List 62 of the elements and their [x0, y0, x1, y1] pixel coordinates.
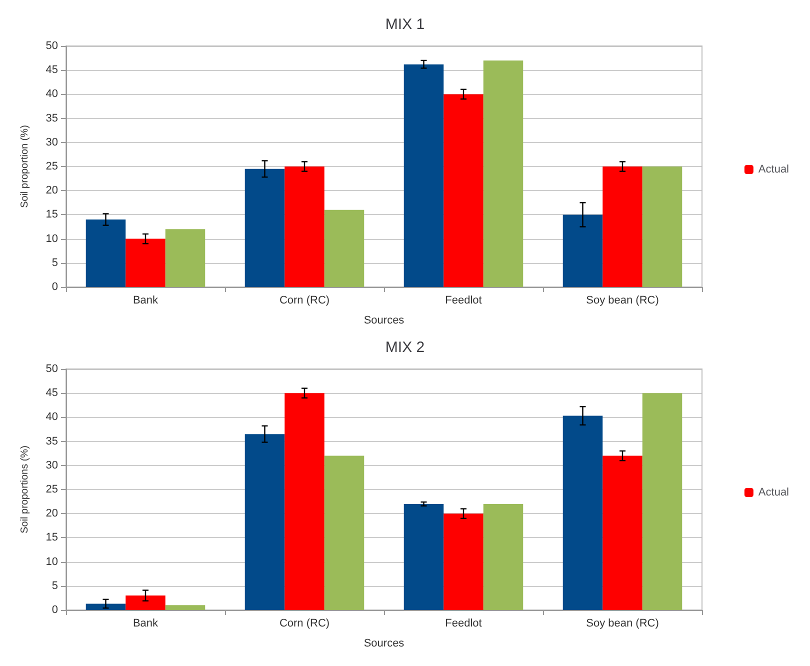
- y-tick-label: 20: [46, 508, 58, 520]
- y-tick-label: 40: [46, 88, 58, 100]
- x-tick-label: Corn (RC): [279, 294, 330, 306]
- y-tick-label: 45: [46, 64, 58, 76]
- x-tick-label: Soy bean (RC): [586, 618, 659, 630]
- y-tick-label: 15: [46, 208, 58, 221]
- y-tick-label: 20: [46, 184, 58, 197]
- y-tick-label: 30: [46, 459, 58, 472]
- y-tick-label: 10: [46, 232, 58, 245]
- y-tick-label: 50: [46, 40, 58, 52]
- bar: [483, 60, 524, 287]
- bar: [244, 168, 285, 287]
- bar: [284, 393, 324, 610]
- y-tick-label: 45: [46, 387, 58, 400]
- y-tick-label: 25: [46, 484, 58, 496]
- bar: [244, 434, 285, 610]
- y-tick-label: 15: [46, 532, 58, 544]
- bar: [562, 214, 603, 287]
- y-tick-label: 0: [52, 604, 58, 616]
- x-tick-label: Feedlot: [445, 618, 482, 630]
- bar: [444, 94, 484, 287]
- y-tick-label: 35: [46, 112, 58, 124]
- x-axis-title: Sources: [364, 638, 405, 650]
- x-tick-label: Feedlot: [445, 294, 482, 306]
- y-tick-label: 0: [52, 281, 58, 293]
- bar: [284, 166, 324, 287]
- bar: [126, 596, 166, 610]
- legend-label: Actual: [758, 164, 790, 176]
- bar: [165, 229, 206, 287]
- x-axis-title: Sources: [364, 314, 405, 326]
- chart-title: MIX 2: [385, 339, 425, 356]
- y-tick-label: 5: [52, 580, 58, 592]
- bar: [444, 514, 484, 610]
- y-axis-title: Soil proportion (%): [20, 125, 30, 208]
- x-tick-label: Soy bean (RC): [586, 294, 659, 306]
- y-tick-label: 5: [52, 256, 58, 269]
- chart-title: MIX 1: [385, 16, 425, 33]
- x-tick-label: Bank: [132, 294, 159, 306]
- y-tick-label: 50: [46, 363, 58, 375]
- legend-label: Actual: [758, 486, 790, 498]
- bar: [404, 64, 444, 287]
- bar: [86, 604, 126, 610]
- bar: [165, 605, 206, 610]
- bar: [86, 220, 126, 287]
- y-tick-label: 30: [46, 136, 58, 148]
- bar: [404, 504, 444, 610]
- y-tick-label: 40: [46, 411, 58, 424]
- bar: [642, 393, 682, 610]
- bar: [602, 456, 642, 610]
- bar: [483, 504, 524, 610]
- bar: [126, 238, 166, 287]
- x-tick-label: Bank: [132, 618, 159, 630]
- y-tick-label: 35: [46, 435, 58, 448]
- y-tick-label: 10: [46, 556, 58, 568]
- bar: [562, 416, 603, 610]
- y-tick-label: 25: [46, 160, 58, 172]
- bar: [324, 210, 364, 287]
- bar: [642, 166, 682, 287]
- y-axis-title: Soil proportions (%): [20, 446, 30, 534]
- x-tick-label: Corn (RC): [279, 618, 330, 630]
- bar: [602, 166, 642, 287]
- bar: [324, 456, 364, 610]
